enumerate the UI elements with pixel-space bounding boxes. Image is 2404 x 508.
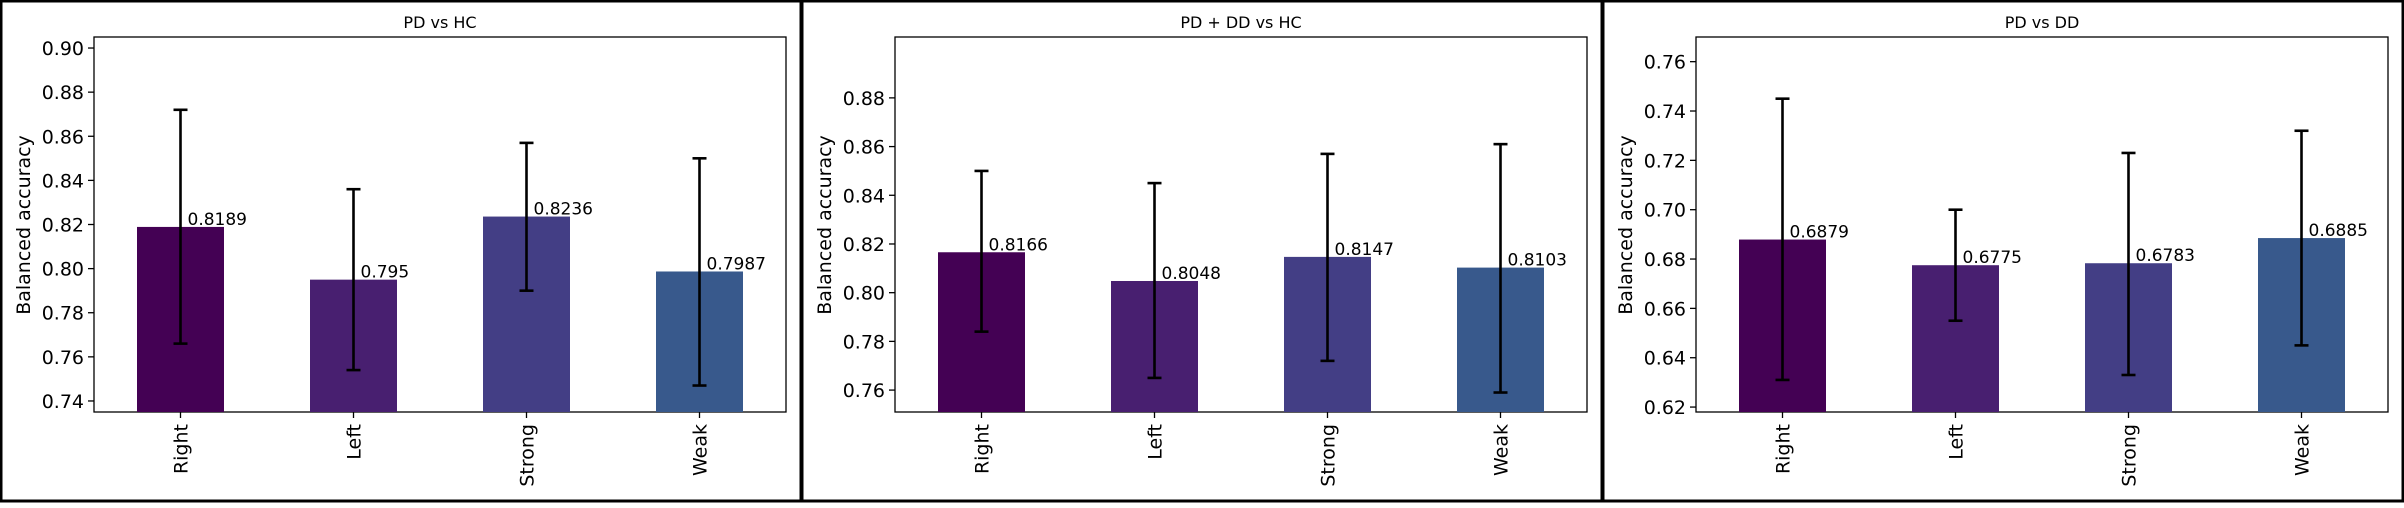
y-tick-label: 0.82	[843, 234, 885, 256]
y-tick-label: 0.88	[42, 82, 84, 104]
panel-border	[0, 0, 803, 503]
x-tick-label: Strong	[2119, 424, 2141, 487]
y-tick-label: 0.80	[843, 283, 885, 305]
y-tick-label: 0.66	[1644, 298, 1686, 320]
data-label: 0.795	[361, 263, 410, 283]
panel-pd-dd-vs-hc: PD + DD vs HC Balanced accuracy 0.76 0.78…	[800, 0, 1604, 503]
y-tick-label: 0.82	[42, 215, 84, 237]
y-tick-label: 0.80	[42, 259, 84, 281]
y-tick-label: 0.76	[42, 347, 84, 369]
panel-pd-vs-dd: PD vs DD Balanced accuracy 0.620.640.660…	[1601, 0, 2404, 503]
y-tick-label: 0.70	[1644, 200, 1686, 222]
plot-area	[1695, 36, 2389, 413]
panel-border	[1601, 0, 2404, 503]
data-label: 0.8189	[188, 210, 247, 230]
data-label: 0.6775	[1963, 248, 2022, 268]
x-tick-label: Right	[972, 424, 994, 474]
y-tick-label: 0.84	[42, 170, 84, 192]
data-label: 0.8103	[1508, 251, 1567, 271]
y-tick-label: 0.78	[42, 303, 84, 325]
x-tick-label: Strong	[517, 424, 539, 487]
x-tick-label: Left	[344, 424, 366, 460]
y-tick-label: 0.86	[42, 126, 84, 148]
x-tick-label: Right	[1773, 424, 1795, 474]
plot-area	[894, 36, 1588, 413]
data-label: 0.6783	[2136, 246, 2195, 266]
y-tick-label: 0.64	[1644, 348, 1686, 370]
y-tick-label: 0.68	[1644, 249, 1686, 271]
y-tick-label: 0.86	[843, 137, 885, 159]
panel-pd-vs-hc: PD vs HC Balanced accuracy 0.740.760.780…	[0, 0, 803, 503]
data-label: 0.6879	[1790, 223, 1849, 243]
y-axis-label: Balanced accuracy	[1615, 135, 1637, 315]
data-label: 0.8236	[534, 200, 593, 220]
x-tick-label: Weak	[690, 424, 712, 476]
marks-layer: 0.76 0.78 0.80 0.82 0.84 0.86 0.88 0.8166 Right 0…	[843, 88, 1567, 487]
y-tick-label: 0.76	[1644, 52, 1686, 74]
chart-title: PD vs DD	[2005, 13, 2080, 32]
y-axis-label: Balanced accuracy	[814, 135, 836, 315]
y-tick-label: 0.78	[843, 331, 885, 353]
y-tick-label: 0.90	[42, 38, 84, 60]
y-tick-label: 0.62	[1644, 397, 1686, 419]
panel-border	[800, 0, 1604, 503]
y-tick-label: 0.88	[843, 88, 885, 110]
x-tick-label: Strong	[1318, 424, 1340, 487]
y-axis-label: Balanced accuracy	[13, 135, 35, 315]
data-label: 0.7987	[707, 254, 766, 274]
x-tick-label: Right	[171, 424, 193, 474]
data-label: 0.8166	[989, 235, 1048, 255]
data-label: 0.8147	[1335, 240, 1394, 260]
marks-layer: 0.74 0.76 0.78 0.80 0.82 0.84 0.86 0.88 0.90 0.81…	[42, 38, 766, 487]
y-tick-label: 0.72	[1644, 150, 1686, 172]
chart-title: PD vs HC	[403, 13, 476, 32]
y-tick-label: 0.74	[1644, 101, 1686, 123]
x-tick-label: Weak	[1491, 424, 1513, 476]
y-tick-label: 0.76	[843, 380, 885, 402]
y-tick-label: 0.74	[42, 391, 84, 413]
x-tick-label: Left	[1145, 424, 1167, 460]
data-label: 0.6885	[2309, 221, 2368, 241]
marks-layer: 0.62 0.64 0.66 0.68 0.70 0.72 0.74 0.76 0.6879 Ri…	[1644, 52, 2368, 487]
data-label: 0.8048	[1162, 264, 1221, 284]
x-tick-label: Left	[1946, 424, 1968, 460]
y-tick-label: 0.84	[843, 185, 885, 207]
chart-title: PD + DD vs HC	[1180, 13, 1301, 32]
x-tick-label: Weak	[2292, 424, 2314, 476]
